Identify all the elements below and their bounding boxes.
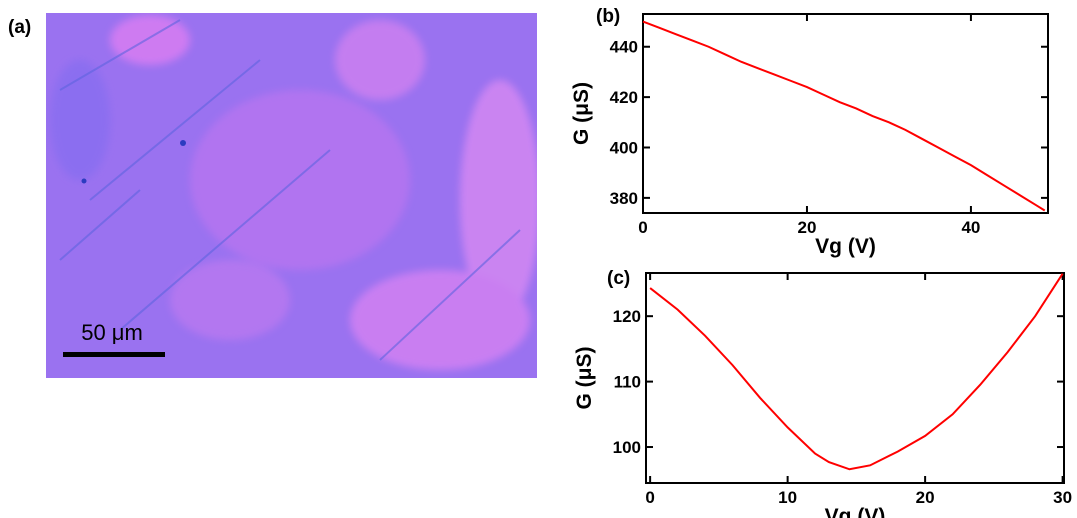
x-axis-label: Vg (V) xyxy=(815,235,876,258)
data-line xyxy=(649,273,1064,471)
x-axis-label: Vg (V) xyxy=(825,505,886,518)
micrograph xyxy=(46,13,537,378)
scale-bar xyxy=(63,352,165,357)
y-tick-label: 380 xyxy=(610,189,638,208)
x-tick-label: 30 xyxy=(1053,488,1072,507)
y-tick-label: 400 xyxy=(610,139,638,158)
plot-frame xyxy=(645,272,1065,484)
y-tick-label: 420 xyxy=(610,88,638,107)
x-tick-label: 20 xyxy=(916,488,935,507)
panel-label: (b) xyxy=(596,6,620,27)
data-line xyxy=(642,20,1046,212)
y-tick-label: 110 xyxy=(614,373,641,392)
y-tick-label: 100 xyxy=(613,438,641,457)
x-tick-label: 0 xyxy=(645,488,654,507)
x-tick-label: 40 xyxy=(961,218,980,237)
panel-label: (c) xyxy=(607,268,630,289)
y-axis-label: G (μS) xyxy=(570,82,593,145)
scale-bar-label: 50 μm xyxy=(81,320,143,345)
x-tick-label: 0 xyxy=(638,218,647,237)
x-tick-label: 20 xyxy=(798,218,817,237)
y-tick-label: 120 xyxy=(613,307,641,326)
x-tick-label: 10 xyxy=(778,488,797,507)
panel-label: (a) xyxy=(8,17,31,38)
plot-frame xyxy=(642,13,1049,214)
y-tick-label: 440 xyxy=(610,38,638,57)
y-axis-label: G (μS) xyxy=(573,346,596,409)
